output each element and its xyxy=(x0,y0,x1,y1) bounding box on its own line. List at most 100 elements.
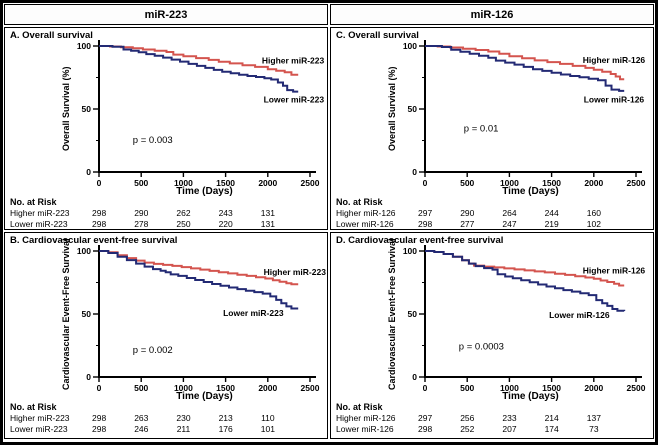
risk-value: 176 xyxy=(218,423,233,434)
x-tick-label: 1500 xyxy=(216,178,235,188)
x-axis-label: Time (Days) xyxy=(176,186,233,196)
risk-value: 213 xyxy=(218,413,233,424)
risk-value: 174 xyxy=(544,423,559,434)
risk-value: 262 xyxy=(176,208,191,219)
risk-value: 211 xyxy=(176,423,191,434)
legend-label-higher: Higher miR-126 xyxy=(583,55,646,65)
risk-value: 246 xyxy=(134,423,149,434)
panel-d-cv-event-free-survival-mir126: D. Cardiovascular event-free survival Ca… xyxy=(330,232,654,439)
risk-value: 207 xyxy=(502,423,517,434)
risk-value: 290 xyxy=(460,208,475,219)
risk-row-higher: Higher miR-126 297 256 233 214 137 xyxy=(331,413,653,424)
legend-label-higher: Higher miR-126 xyxy=(583,266,646,276)
risk-value: 230 xyxy=(176,413,191,424)
km-plot: 0 500 1000 1500 2000 2500 0 50 100 Higher miR-223… xyxy=(77,40,325,196)
y-tick-label: 0 xyxy=(86,372,91,382)
risk-value: 247 xyxy=(502,218,517,229)
x-tick-label: 1000 xyxy=(500,178,519,188)
x-tick-label: 2000 xyxy=(584,178,603,188)
x-tick-label: 2500 xyxy=(627,178,646,188)
x-axis-label: Time (Days) xyxy=(502,186,559,196)
risk-value: 278 xyxy=(134,218,149,229)
risk-value: 220 xyxy=(218,218,233,229)
y-tick-label: 100 xyxy=(77,41,91,51)
risk-value: 160 xyxy=(586,208,601,219)
panel-title: A. Overall survival xyxy=(10,30,93,41)
risk-row-higher: Higher miR-223 298 290 262 243 131 xyxy=(5,208,327,219)
x-tick-label: 1000 xyxy=(500,383,519,393)
risk-table: No. at Risk Higher miR-223 298 263 230 2… xyxy=(5,402,327,434)
risk-value: 110 xyxy=(261,413,275,424)
risk-row-label: Higher miR-223 xyxy=(10,208,70,219)
km-plot: 0 500 1000 1500 2000 2500 0 50 100 Higher miR-223… xyxy=(77,245,326,401)
x-axis-label: Time (Days) xyxy=(502,391,559,401)
p-value-label: p = 0.01 xyxy=(464,124,499,135)
panel-c-overall-survival-mir126: C. Overall survival Overall Survival (%)… xyxy=(330,27,654,230)
risk-table: No. at Risk Higher miR-223 298 290 262 2… xyxy=(5,197,327,229)
km-curve-higher xyxy=(99,45,299,76)
y-tick-label: 50 xyxy=(408,309,418,319)
km-plot: 0 500 1000 1500 2000 2500 0 50 100 Higher miR-126… xyxy=(403,245,646,401)
risk-value: 214 xyxy=(544,413,559,424)
legend-label-higher: Higher miR-223 xyxy=(262,56,325,66)
x-tick-label: 2500 xyxy=(627,383,646,393)
y-tick-label: 50 xyxy=(82,309,92,319)
risk-row-label: Higher miR-223 xyxy=(10,413,70,424)
x-tick-label: 0 xyxy=(97,383,102,393)
risk-row-lower: Lower miR-126 298 252 207 174 73 xyxy=(331,424,653,435)
risk-value: 263 xyxy=(134,413,149,424)
x-axis-label: Time (Days) xyxy=(176,391,233,401)
risk-value: 219 xyxy=(544,218,559,229)
legend-label-higher: Higher miR-223 xyxy=(264,267,326,277)
km-curve-lower xyxy=(99,45,299,93)
x-tick-label: 2000 xyxy=(584,383,603,393)
legend-label-lower: Lower miR-223 xyxy=(223,308,284,318)
x-tick-label: 1500 xyxy=(542,383,561,393)
risk-row-higher: Higher miR-223 298 263 230 213 110 xyxy=(5,413,327,424)
risk-value: 298 xyxy=(92,218,107,229)
y-tick-label: 100 xyxy=(403,41,417,51)
risk-value: 73 xyxy=(589,423,599,434)
risk-value: 297 xyxy=(418,208,433,219)
y-tick-label: 0 xyxy=(412,372,417,382)
risk-row-label: Lower miR-126 xyxy=(336,423,394,434)
x-tick-label: 500 xyxy=(134,383,148,393)
risk-value: 298 xyxy=(92,413,107,424)
risk-value: 101 xyxy=(260,423,275,434)
y-tick-label: 0 xyxy=(86,167,91,177)
km-curve-lower xyxy=(425,250,626,312)
y-tick-label: 0 xyxy=(412,167,417,177)
risk-row-label: Higher miR-126 xyxy=(336,413,396,424)
x-tick-label: 500 xyxy=(460,383,474,393)
x-tick-label: 2000 xyxy=(258,178,277,188)
column-header-mir223: miR-223 xyxy=(4,4,328,25)
risk-table-heading: No. at Risk xyxy=(336,402,383,412)
risk-value: 244 xyxy=(544,208,559,219)
x-tick-label: 1000 xyxy=(174,383,193,393)
risk-value: 298 xyxy=(418,218,433,229)
risk-table-heading: No. at Risk xyxy=(10,402,57,412)
y-tick-label: 100 xyxy=(77,246,91,256)
x-tick-label: 0 xyxy=(423,383,428,393)
risk-row-label: Lower miR-223 xyxy=(10,218,68,229)
p-value-label: p = 0.003 xyxy=(133,135,173,146)
risk-row-lower: Lower miR-223 298 246 211 176 101 xyxy=(5,424,327,435)
risk-table: No. at Risk Higher miR-126 297 290 264 2… xyxy=(331,197,653,229)
y-tick-label: 50 xyxy=(408,104,418,114)
risk-value: 297 xyxy=(418,413,433,424)
risk-value: 233 xyxy=(502,413,517,424)
y-tick-label: 100 xyxy=(403,246,417,256)
km-curve-lower xyxy=(425,45,625,92)
risk-value: 298 xyxy=(92,423,107,434)
panel-b-cv-event-free-survival-mir223: B. Cardiovascular event-free survival Ca… xyxy=(4,232,328,439)
risk-row-higher: Higher miR-126 297 290 264 244 160 xyxy=(331,208,653,219)
panel-title: D. Cardiovascular event-free survival xyxy=(336,235,504,246)
risk-value: 252 xyxy=(460,423,475,434)
legend-label-lower: Lower miR-223 xyxy=(264,95,325,105)
panel-title: B. Cardiovascular event-free survival xyxy=(10,235,178,246)
risk-value: 243 xyxy=(218,208,233,219)
risk-value: 250 xyxy=(176,218,191,229)
y-tick-label: 50 xyxy=(82,104,92,114)
risk-table-heading: No. at Risk xyxy=(336,197,383,207)
